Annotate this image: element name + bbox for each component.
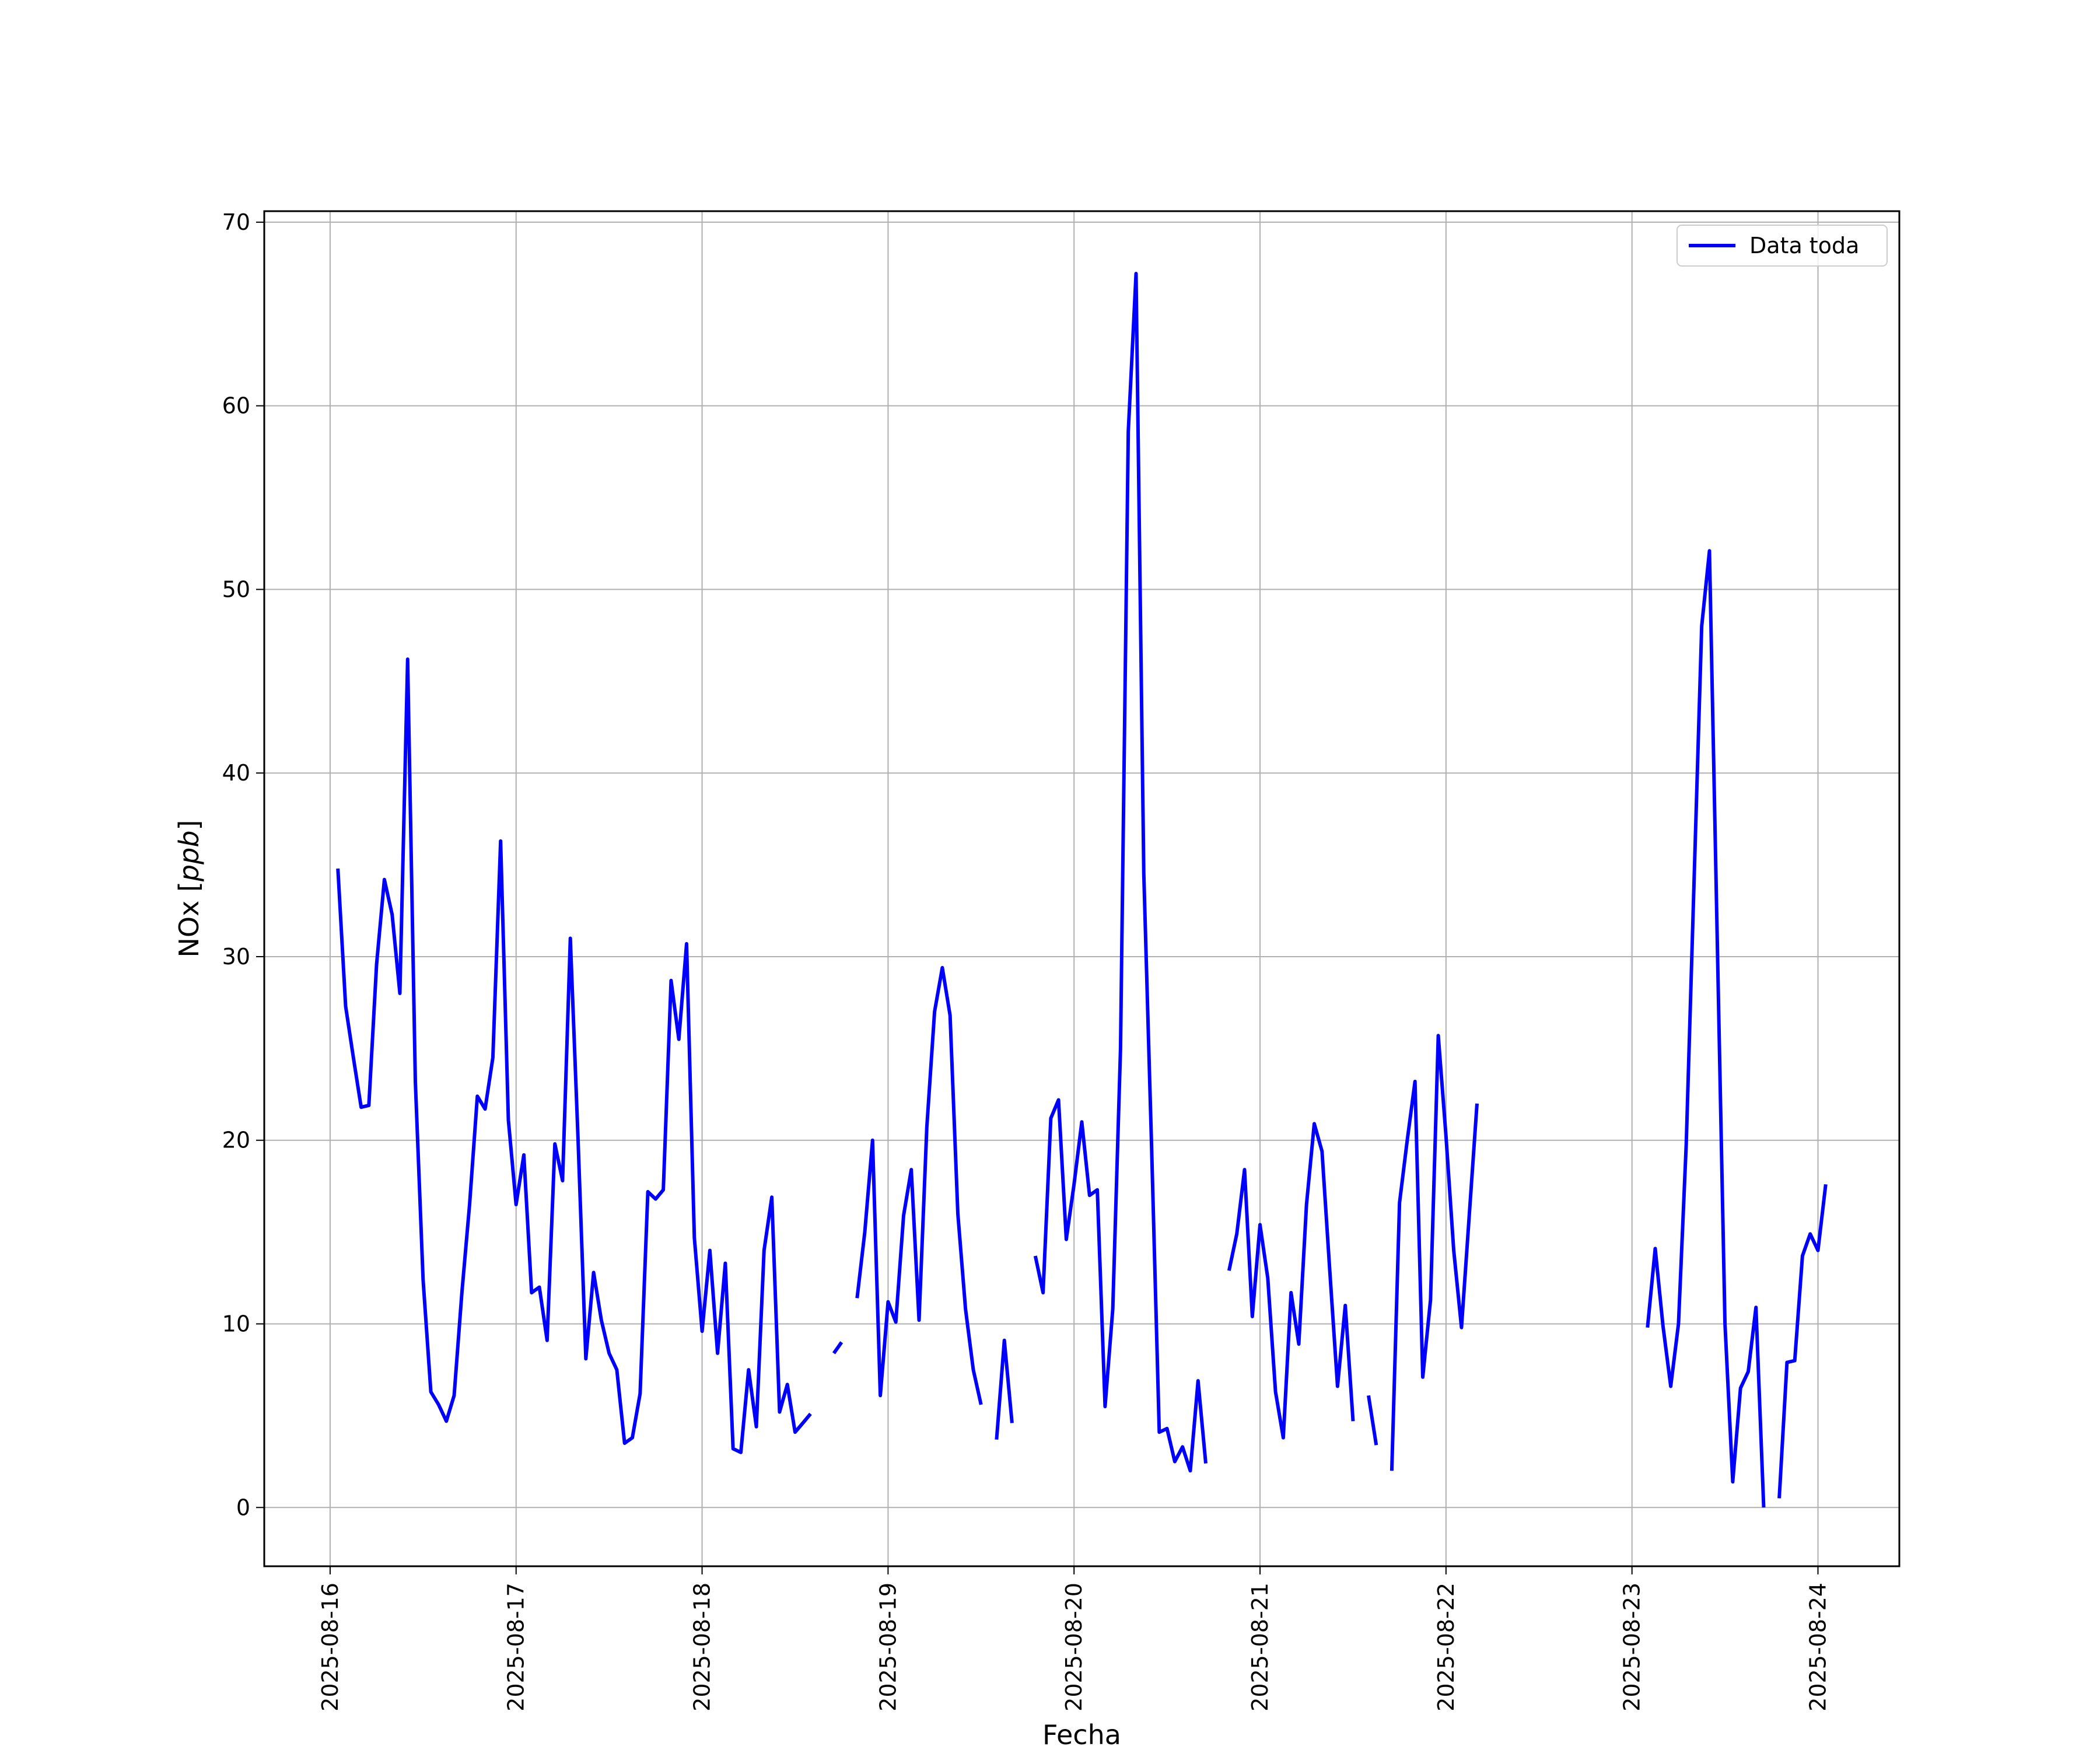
y-tick-label: 20: [222, 1128, 250, 1153]
x-tick-label: 2025-08-17: [503, 1583, 529, 1712]
x-tick-label: 2025-08-23: [1619, 1583, 1645, 1712]
x-tick-label: 2025-08-18: [690, 1583, 715, 1712]
y-tick-label: 10: [222, 1311, 250, 1337]
series-line-segment: [855, 965, 983, 1405]
series-line-segment: [832, 1341, 844, 1354]
legend: Data toda: [1676, 225, 1888, 267]
x-axis-label: Fecha: [1042, 1719, 1121, 1750]
plot-frame: [263, 210, 1901, 1567]
series-line-segment: [1646, 549, 1766, 1508]
y-tick-label: 0: [236, 1494, 250, 1520]
series-line-segment: [1033, 272, 1208, 1473]
y-tick-label: 70: [222, 209, 250, 235]
y-tick-label: 40: [222, 760, 250, 786]
series-line-segment: [1777, 1184, 1828, 1499]
y-axis-label: NOx [ppb]: [173, 820, 205, 958]
y-axis-label-name: NOx [: [173, 881, 205, 957]
y-tick-label: 50: [222, 576, 250, 602]
x-tick-label: 2025-08-21: [1247, 1583, 1273, 1712]
series-line-segment: [995, 1338, 1014, 1440]
y-axis-label-close: ]: [173, 820, 205, 831]
series-line-data-toda: [336, 272, 1828, 1508]
axis-ticks: 0 10 20 30 40 50 60 70 2025-08-16 2025-08-17 2025-…: [222, 209, 1831, 1712]
y-axis-label-unit: ppb: [173, 830, 205, 882]
x-tick-label: 2025-08-24: [1805, 1583, 1831, 1712]
legend-label-data-toda: Data toda: [1749, 233, 1859, 258]
x-tick-label: 2025-08-16: [317, 1583, 343, 1712]
x-tick-label: 2025-08-20: [1061, 1583, 1087, 1712]
y-tick-label: 30: [222, 944, 250, 970]
series-line-segment: [1367, 1395, 1378, 1446]
series-line-segment: [336, 657, 812, 1454]
y-tick-label: 60: [222, 393, 250, 419]
grid: [264, 211, 1899, 1566]
x-tick-label: 2025-08-22: [1433, 1583, 1459, 1712]
series-line-segment: [1390, 1034, 1479, 1471]
x-tick-label: 2025-08-19: [875, 1583, 901, 1712]
legend-box: [1676, 225, 1888, 267]
series-line-segment: [1227, 1122, 1355, 1440]
